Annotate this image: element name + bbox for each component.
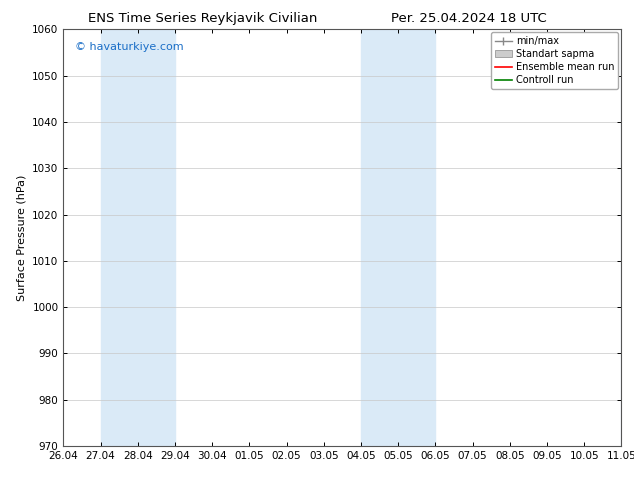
Bar: [361, 29, 436, 446]
Y-axis label: Surface Pressure (hPa): Surface Pressure (hPa): [16, 174, 27, 301]
Bar: [101, 29, 175, 446]
Bar: [621, 29, 634, 446]
Text: © havaturkiye.com: © havaturkiye.com: [75, 42, 183, 52]
Text: ENS Time Series Reykjavik Civilian: ENS Time Series Reykjavik Civilian: [88, 12, 318, 25]
Text: Per. 25.04.2024 18 UTC: Per. 25.04.2024 18 UTC: [391, 12, 547, 25]
Legend: min/max, Standart sapma, Ensemble mean run, Controll run: min/max, Standart sapma, Ensemble mean r…: [491, 32, 618, 89]
